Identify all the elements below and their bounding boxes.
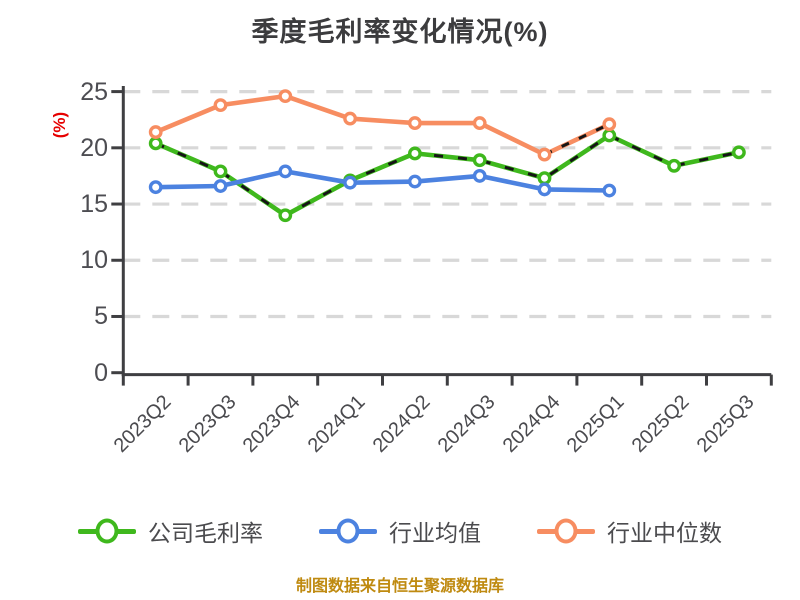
data-point-行业中位数: [537, 147, 552, 162]
y-tick-label: 5: [94, 302, 108, 331]
data-point-行业均值: [472, 169, 487, 183]
y-tick-label: 25: [80, 77, 108, 106]
data-point-行业中位数: [148, 125, 163, 139]
data-point-行业均值: [148, 180, 163, 195]
data-point-行业均值: [213, 179, 228, 193]
y-tick-label: 15: [80, 190, 108, 219]
series-line-行业中位数: [153, 93, 612, 157]
data-point-公司毛利率: [278, 208, 293, 223]
legend-marker-icon: [78, 518, 136, 544]
data-point-行业均值: [602, 183, 617, 198]
data-point-行业中位数: [472, 116, 487, 130]
data-point-行业中位数: [278, 89, 293, 103]
legend-item-行业中位数: 行业中位数: [537, 514, 722, 548]
data-point-公司毛利率: [732, 145, 746, 160]
legend: 公司毛利率 行业均值 行业中位数: [0, 514, 800, 548]
data-point-行业中位数: [407, 116, 422, 130]
y-tick-label: 20: [80, 133, 108, 162]
legend-circle: [95, 518, 119, 544]
data-point-公司毛利率: [213, 164, 228, 179]
data-point-公司毛利率: [667, 158, 681, 173]
chart-title: 季度毛利率变化情况(%): [251, 17, 549, 47]
legend-circle: [336, 518, 360, 544]
y-tick-label: 10: [80, 246, 108, 275]
data-point-公司毛利率: [407, 146, 422, 161]
series-line-公司毛利率: [153, 133, 742, 218]
legend-item-公司毛利率: 公司毛利率: [78, 514, 263, 548]
data-point-行业中位数: [213, 98, 228, 112]
data-point-公司毛利率: [602, 128, 617, 143]
data-point-行业均值: [278, 164, 293, 179]
legend-circle: [554, 518, 578, 544]
legend-item-行业均值: 行业均值: [319, 514, 481, 548]
data-point-行业中位数: [602, 117, 617, 132]
legend-marker-icon: [537, 518, 595, 544]
data-point-行业中位数: [343, 111, 357, 126]
data-point-行业均值: [537, 182, 552, 197]
legend-label: 行业均值: [389, 520, 481, 546]
data-point-行业均值: [407, 174, 422, 189]
legend-marker-icon: [319, 518, 377, 544]
y-tick-label: 0: [94, 358, 108, 387]
series-dash-overlay: [543, 122, 610, 156]
series-line-行业均值: [153, 169, 612, 193]
legend-label: 行业中位数: [607, 520, 722, 546]
source-note: 制图数据来自恒生聚源数据库: [295, 578, 504, 595]
legend-label: 公司毛利率: [148, 520, 263, 546]
data-point-公司毛利率: [148, 136, 163, 151]
data-point-公司毛利率: [472, 153, 487, 168]
data-point-公司毛利率: [537, 171, 552, 186]
data-point-行业均值: [343, 175, 357, 190]
